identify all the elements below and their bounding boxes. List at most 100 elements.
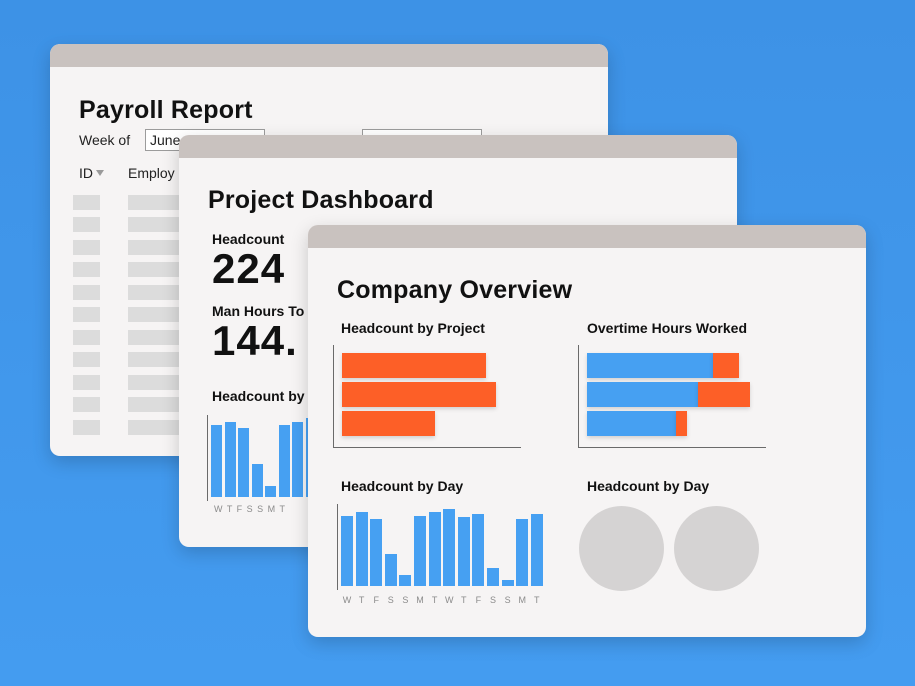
bar xyxy=(530,514,543,586)
bar xyxy=(501,579,514,586)
bar xyxy=(428,512,441,586)
tick-label: F xyxy=(475,595,482,605)
project-headcount-chart xyxy=(207,415,317,511)
project-title: Project Dashboard xyxy=(208,186,434,214)
bar xyxy=(342,382,496,407)
bar xyxy=(251,464,263,497)
bar xyxy=(457,517,470,586)
table-row xyxy=(73,262,100,277)
table-row xyxy=(73,307,100,322)
bar xyxy=(342,353,487,378)
table-row xyxy=(73,217,100,232)
pie-chart-placeholder xyxy=(579,506,664,591)
payroll-titlebar[interactable] xyxy=(50,44,608,67)
bar xyxy=(399,574,412,586)
bar xyxy=(443,509,456,586)
headcount-by-day-title: Headcount by Day xyxy=(341,478,464,494)
headcount-by-project-title: Headcount by Project xyxy=(341,320,485,336)
table-row xyxy=(73,330,100,345)
tick-label: S xyxy=(402,595,409,605)
week-of-label: Week of xyxy=(79,132,131,148)
project-chart-title: Headcount by xyxy=(212,388,305,404)
bar xyxy=(516,518,529,586)
bar xyxy=(224,421,236,497)
table-cell xyxy=(128,217,188,232)
company-titlebar[interactable] xyxy=(308,225,866,248)
headcount-label: Headcount xyxy=(212,231,285,247)
table-cell xyxy=(128,262,188,277)
table-cell xyxy=(128,397,188,412)
tick-label: T xyxy=(358,595,365,605)
table-cell xyxy=(128,330,188,345)
table-cell xyxy=(128,240,188,255)
table-row xyxy=(73,375,100,390)
headcount-by-day-pie-title: Headcount by Day xyxy=(587,478,710,494)
bar-segment-secondary xyxy=(698,382,750,407)
bar xyxy=(384,554,397,586)
company-overview-window: Company Overview Headcount by Project Ov… xyxy=(308,225,866,637)
table-cell xyxy=(128,307,188,322)
headcount-by-project-chart xyxy=(333,345,523,449)
bar xyxy=(342,411,435,436)
tick-label: S xyxy=(504,595,511,605)
tick-label: T xyxy=(461,595,467,605)
tick-label: S xyxy=(387,595,394,605)
table-cell xyxy=(128,420,188,435)
bar xyxy=(487,568,499,586)
tick-label: F xyxy=(373,595,379,605)
table-row xyxy=(73,240,100,255)
table-cell xyxy=(128,352,188,367)
bar xyxy=(355,512,368,586)
bar-segment-primary xyxy=(587,411,676,436)
project-chart-day-labels: W T F S S M T xyxy=(214,504,287,514)
overtime-hours-title: Overtime Hours Worked xyxy=(587,320,748,336)
bar-segment-primary xyxy=(587,382,698,407)
bar-segment-primary xyxy=(587,353,713,378)
overtime-hours-chart xyxy=(578,345,768,449)
tick-label: M xyxy=(416,595,424,605)
table-cell xyxy=(128,375,188,390)
bar xyxy=(238,428,249,497)
bar xyxy=(265,485,276,497)
tick-label: S xyxy=(489,595,496,605)
bar xyxy=(472,514,485,586)
y-axis xyxy=(337,504,338,590)
table-row xyxy=(73,195,100,210)
pie-chart-placeholder xyxy=(674,506,759,591)
table-row xyxy=(73,352,100,367)
table-cell xyxy=(128,195,188,210)
bar-segment-secondary xyxy=(712,353,739,378)
table-row xyxy=(73,397,100,412)
week-date-value: June xyxy=(150,132,181,148)
y-axis xyxy=(578,345,579,447)
sort-down-icon[interactable] xyxy=(96,170,104,176)
table-row xyxy=(73,285,100,300)
y-axis xyxy=(207,415,208,501)
bar-segment-secondary xyxy=(675,411,687,436)
tick-label: W xyxy=(342,595,352,605)
man-hours-label: Man Hours To xyxy=(212,303,305,319)
table-row xyxy=(73,420,100,435)
tick-label: T xyxy=(431,595,438,605)
x-axis xyxy=(578,447,766,448)
bar xyxy=(370,518,383,586)
bar xyxy=(341,515,353,586)
bar xyxy=(278,424,290,497)
bar xyxy=(292,421,303,497)
company-title: Company Overview xyxy=(337,276,573,304)
tick-label: W xyxy=(444,595,454,605)
project-titlebar[interactable] xyxy=(179,135,737,158)
table-cell xyxy=(128,285,188,300)
headcount-value: 224 xyxy=(212,245,286,292)
column-header-id[interactable]: ID xyxy=(79,165,93,181)
column-header-employee[interactable]: Employ xyxy=(128,165,175,181)
payroll-title: Payroll Report xyxy=(79,96,253,124)
bar xyxy=(414,515,426,586)
tick-label: M xyxy=(518,595,526,605)
tick-label: T xyxy=(534,595,540,605)
man-hours-value: 144. xyxy=(212,317,298,364)
x-axis xyxy=(333,447,521,448)
y-axis xyxy=(333,345,334,447)
bar xyxy=(211,424,222,497)
